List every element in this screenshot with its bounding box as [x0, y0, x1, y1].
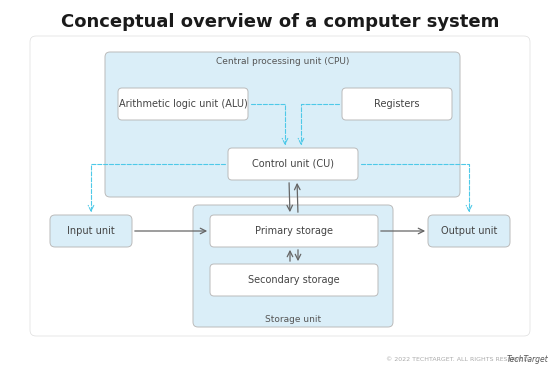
Text: Output unit: Output unit: [441, 226, 497, 236]
Text: Primary storage: Primary storage: [255, 226, 333, 236]
FancyBboxPatch shape: [428, 215, 510, 247]
Text: Input unit: Input unit: [67, 226, 115, 236]
FancyBboxPatch shape: [342, 88, 452, 120]
Text: Secondary storage: Secondary storage: [248, 275, 340, 285]
Text: TechTarget: TechTarget: [506, 355, 548, 364]
FancyBboxPatch shape: [210, 215, 378, 247]
Text: Central processing unit (CPU): Central processing unit (CPU): [216, 57, 349, 65]
FancyBboxPatch shape: [105, 52, 460, 197]
Text: Storage unit: Storage unit: [265, 316, 321, 324]
Text: Arithmetic logic unit (ALU): Arithmetic logic unit (ALU): [119, 99, 248, 109]
FancyBboxPatch shape: [30, 36, 530, 336]
Text: Control unit (CU): Control unit (CU): [252, 159, 334, 169]
FancyBboxPatch shape: [193, 205, 393, 327]
Text: © 2022 TECHTARGET. ALL RIGHTS RESERVED.: © 2022 TECHTARGET. ALL RIGHTS RESERVED.: [386, 357, 530, 362]
FancyBboxPatch shape: [118, 88, 248, 120]
FancyBboxPatch shape: [50, 215, 132, 247]
FancyBboxPatch shape: [228, 148, 358, 180]
Text: Conceptual overview of a computer system: Conceptual overview of a computer system: [61, 13, 499, 31]
Text: Registers: Registers: [374, 99, 420, 109]
FancyBboxPatch shape: [210, 264, 378, 296]
